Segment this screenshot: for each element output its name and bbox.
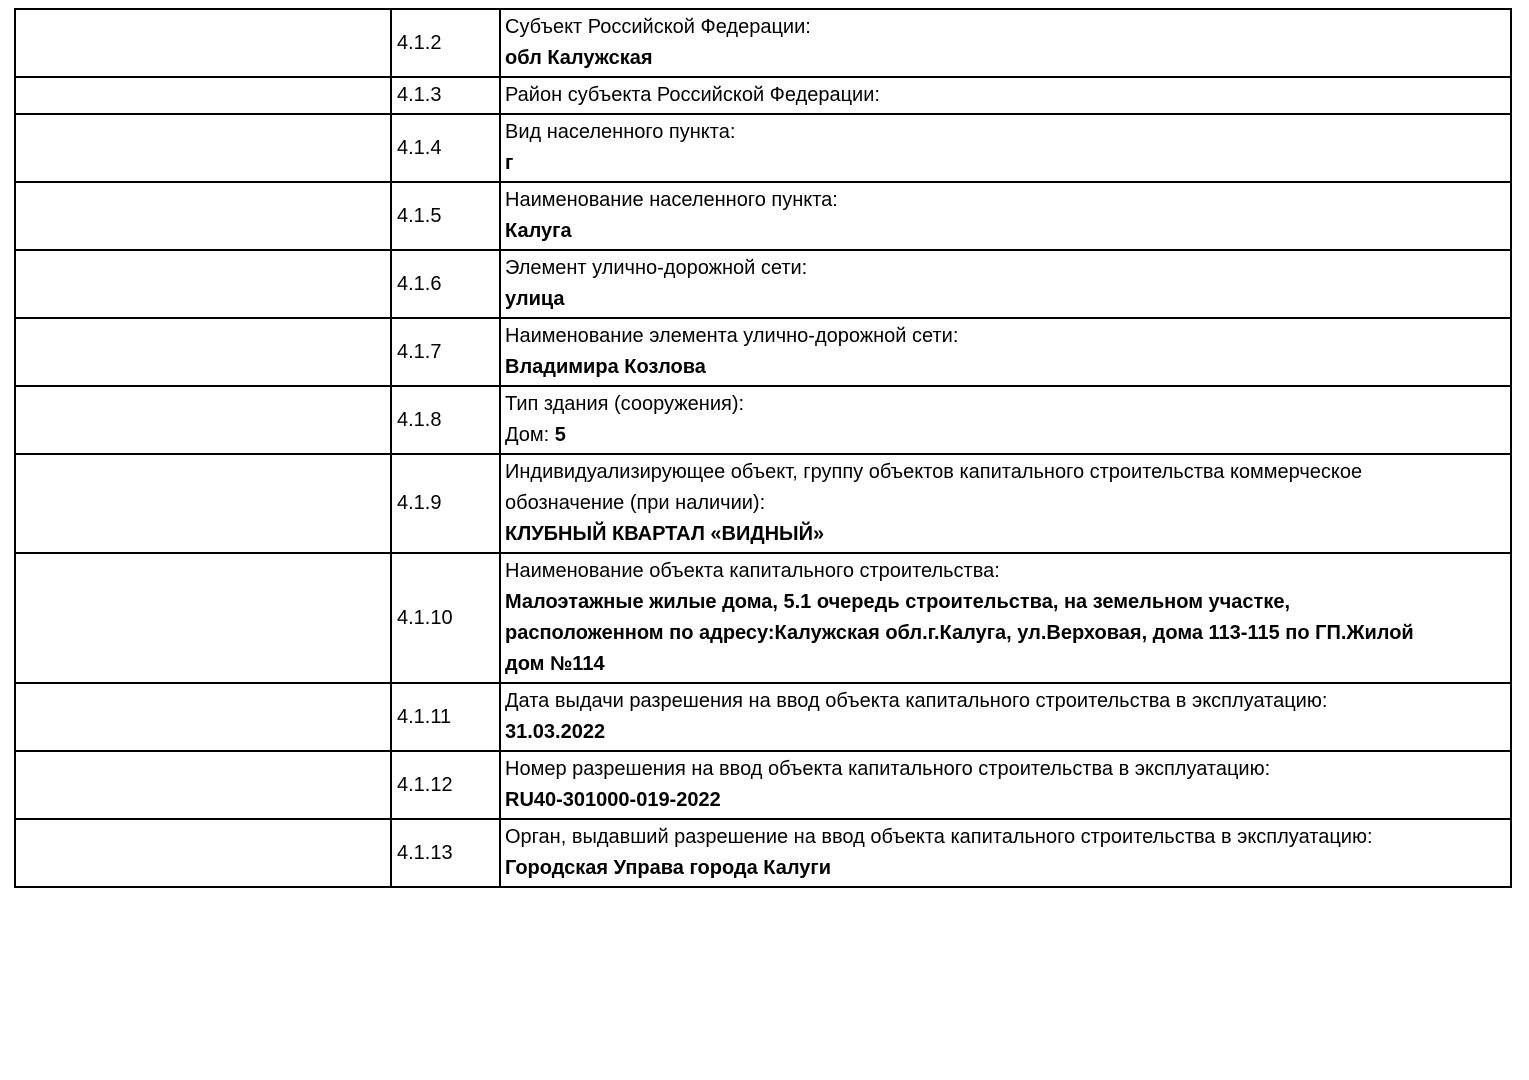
item-value: Калуга: [505, 216, 1506, 247]
table-row: 4.1.6 Элемент улично-дорожной сети: улиц…: [14, 249, 1512, 319]
item-value: Дом: 5: [505, 420, 1506, 451]
empty-cell: [14, 750, 392, 820]
item-value: Малоэтажные жилые дома, 5.1 очередь стро…: [505, 587, 1506, 680]
empty-cell: [14, 453, 392, 554]
item-value: КЛУБНЫЙ КВАРТАЛ «ВИДНЫЙ»: [505, 519, 1506, 550]
item-content: Наименование населенного пункта: Калуга: [499, 181, 1512, 251]
item-value-text: улица: [505, 288, 565, 310]
item-label: Номер разрешения на ввод объекта капитал…: [505, 758, 1271, 780]
item-value: 31.03.2022: [505, 717, 1506, 748]
item-content: Индивидуализирующее объект, группу объек…: [499, 453, 1512, 554]
table-row: 4.1.5 Наименование населенного пункта: К…: [14, 181, 1512, 251]
item-content: Элемент улично-дорожной сети: улица: [499, 249, 1512, 319]
item-value: обл Калужская: [505, 43, 1506, 74]
empty-cell: [14, 818, 392, 888]
item-label: Субъект Российской Федерации:: [505, 16, 811, 38]
item-label: Дата выдачи разрешения на ввод объекта к…: [505, 690, 1328, 712]
empty-cell: [14, 181, 392, 251]
empty-cell: [14, 76, 392, 115]
item-value: г: [505, 148, 1506, 179]
item-content: Субъект Российской Федерации: обл Калужс…: [499, 8, 1512, 78]
item-value-text: 31.03.2022: [505, 721, 606, 743]
item-label: Орган, выдавший разрешение на ввод объек…: [505, 826, 1373, 848]
item-number: 4.1.6: [390, 249, 501, 319]
item-number: 4.1.13: [390, 818, 501, 888]
table-row: 4.1.12 Номер разрешения на ввод объекта …: [14, 750, 1512, 820]
item-value: Владимира Козлова: [505, 352, 1506, 383]
item-value-text: Городская Управа города Калуги: [505, 857, 832, 879]
item-value-text: 5: [554, 424, 566, 446]
item-content: Орган, выдавший разрешение на ввод объек…: [499, 818, 1512, 888]
empty-cell: [14, 682, 392, 752]
item-value: улица: [505, 284, 1506, 315]
item-content: Дата выдачи разрешения на ввод объекта к…: [499, 682, 1512, 752]
empty-cell: [14, 552, 392, 684]
item-value-text: Владимира Козлова: [505, 356, 706, 378]
item-label: Наименование элемента улично-дорожной се…: [505, 325, 959, 347]
item-content: Район субъекта Российской Федерации:: [499, 76, 1512, 115]
table-row: 4.1.11 Дата выдачи разрешения на ввод об…: [14, 682, 1512, 752]
table-row: 4.1.2 Субъект Российской Федерации: обл …: [14, 8, 1512, 78]
item-content: Тип здания (сооружения): Дом: 5: [499, 385, 1512, 455]
item-label: Наименование объекта капитального строит…: [505, 560, 1000, 582]
empty-cell: [14, 249, 392, 319]
item-number: 4.1.11: [390, 682, 501, 752]
table-row: 4.1.9 Индивидуализирующее объект, группу…: [14, 453, 1512, 554]
item-label: Элемент улично-дорожной сети:: [505, 257, 808, 279]
item-content: Вид населенного пункта: г: [499, 113, 1512, 183]
table-row: 4.1.3 Район субъекта Российской Федераци…: [14, 76, 1512, 115]
empty-cell: [14, 8, 392, 78]
item-value: RU40-301000-019-2022: [505, 785, 1506, 816]
item-value: Городская Управа города Калуги: [505, 853, 1506, 884]
item-number: 4.1.3: [390, 76, 501, 115]
item-content: Номер разрешения на ввод объекта капитал…: [499, 750, 1512, 820]
item-label: Тип здания (сооружения):: [505, 393, 745, 415]
empty-cell: [14, 385, 392, 455]
empty-cell: [14, 317, 392, 387]
item-number: 4.1.10: [390, 552, 501, 684]
item-number: 4.1.5: [390, 181, 501, 251]
item-number: 4.1.12: [390, 750, 501, 820]
item-value-text: г: [505, 152, 514, 174]
declaration-table: 4.1.2 Субъект Российской Федерации: обл …: [14, 8, 1512, 888]
item-number: 4.1.4: [390, 113, 501, 183]
item-value-text: Калуга: [505, 220, 572, 242]
table-row: 4.1.4 Вид населенного пункта: г: [14, 113, 1512, 183]
item-number: 4.1.9: [390, 453, 501, 554]
item-content: Наименование элемента улично-дорожной се…: [499, 317, 1512, 387]
item-value-prefix: Дом:: [505, 424, 555, 446]
item-label: Наименование населенного пункта:: [505, 189, 838, 211]
item-content: Наименование объекта капитального строит…: [499, 552, 1512, 684]
item-label: Район субъекта Российской Федерации:: [505, 84, 880, 106]
item-label: Индивидуализирующее объект, группу объек…: [505, 461, 1363, 514]
item-value-text: КЛУБНЫЙ КВАРТАЛ «ВИДНЫЙ»: [505, 523, 825, 545]
item-value-text: обл Калужская: [505, 47, 653, 69]
table-row: 4.1.13 Орган, выдавший разрешение на вво…: [14, 818, 1512, 888]
table-row: 4.1.7 Наименование элемента улично-дорож…: [14, 317, 1512, 387]
item-number: 4.1.7: [390, 317, 501, 387]
item-value-text: Малоэтажные жилые дома, 5.1 очередь стро…: [505, 591, 1414, 675]
item-number: 4.1.2: [390, 8, 501, 78]
item-label: Вид населенного пункта:: [505, 121, 736, 143]
empty-cell: [14, 113, 392, 183]
item-value-text: RU40-301000-019-2022: [505, 789, 721, 811]
item-number: 4.1.8: [390, 385, 501, 455]
table-row: 4.1.10 Наименование объекта капитального…: [14, 552, 1512, 684]
table-row: 4.1.8 Тип здания (сооружения): Дом: 5: [14, 385, 1512, 455]
